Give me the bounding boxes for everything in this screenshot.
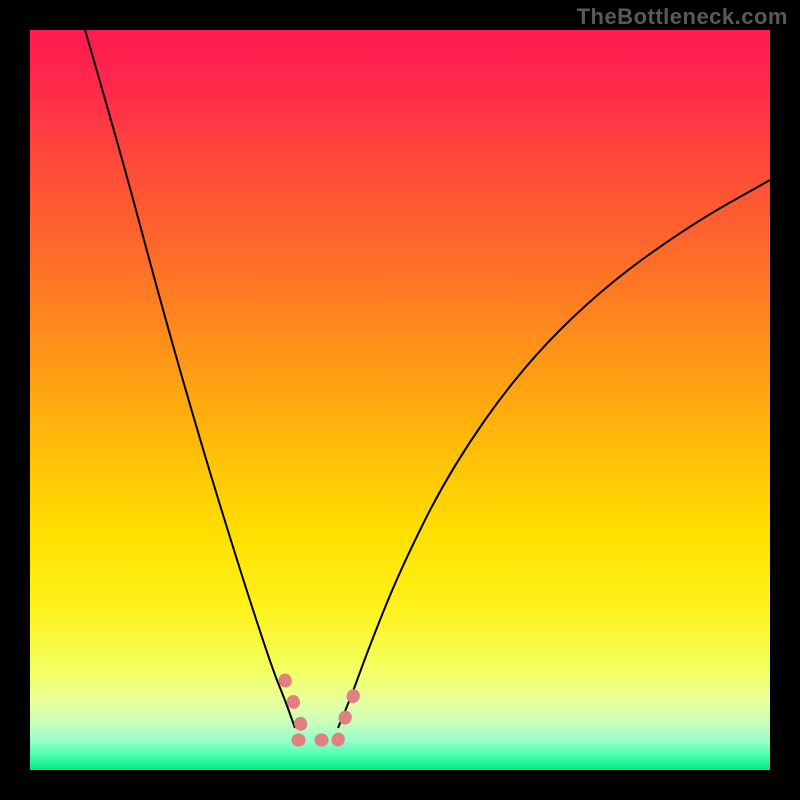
frame-left: [0, 0, 30, 800]
frame-bottom: [0, 770, 800, 800]
bottleneck-chart: [0, 0, 800, 800]
gradient-area: [30, 30, 770, 770]
frame-right: [770, 0, 800, 800]
watermark-text: TheBottleneck.com: [577, 4, 788, 30]
